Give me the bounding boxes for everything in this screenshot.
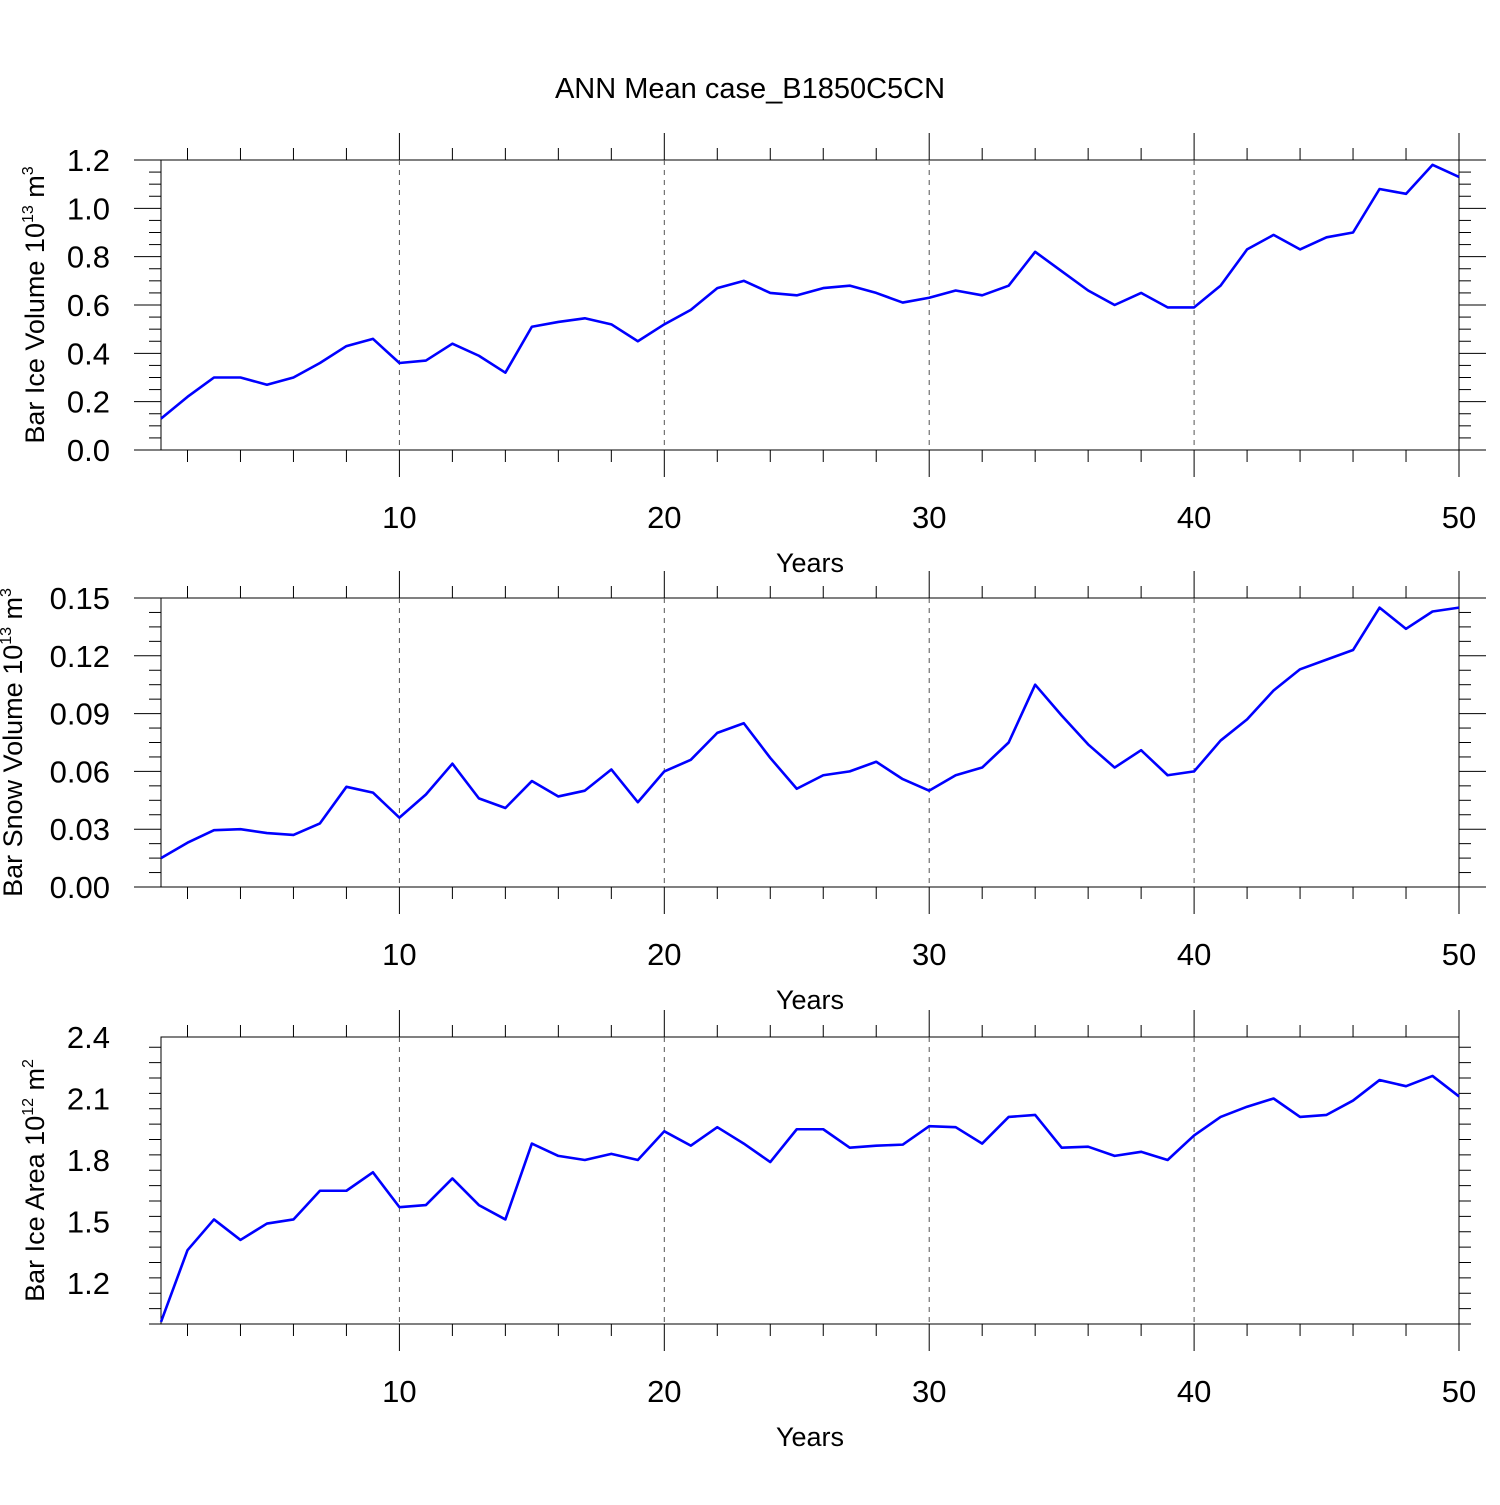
series-line [160,606,1460,860]
series-line [159,1074,1460,1323]
y-tick-label: 0.4 [67,336,110,371]
y-tick-label: 1.2 [67,143,110,178]
y-tick-label: 0.12 [50,639,110,674]
x-axis-label: Years [776,985,844,1015]
plot-frame [160,597,1460,888]
y-tick-label: 1.2 [67,1266,110,1301]
chart-panel-3: 10 20 30 40 50 1.2 1.5 1.8 2.1 2.4 Years Bar Ice Ar… [20,1010,1476,1452]
x-tick-label: 50 [1442,937,1476,972]
plot-frame [160,159,1460,451]
y-axis-label: Bar Snow Volume 1013 m3 [0,588,28,897]
y-axis-label: Bar Ice Area 1012 m2 [20,1059,50,1302]
y-tick-label: 0.8 [67,240,110,275]
x-tick-label: 40 [1177,937,1211,972]
y-tick-label: 2.1 [67,1082,110,1117]
y-tick-label: 0.0 [67,433,110,468]
y-tick-label: 2.4 [67,1020,110,1055]
x-tick-label: 50 [1442,500,1476,535]
x-tick-label: 40 [1177,500,1211,535]
x-tick-label: 20 [647,500,681,535]
y-tick-label: 1.5 [67,1205,110,1240]
plot-frame [160,1036,1460,1325]
figure-title: ANN Mean case_B1850C5CN [555,73,945,105]
x-tick-label: 30 [912,1374,946,1409]
x-tick-label: 20 [647,1374,681,1409]
chart-panel-1: 10 20 30 40 50 0.0 0.2 0.4 0.6 0.8 1.0 1.2 Years Bar … [20,133,1486,578]
y-tick-label: 1.0 [67,191,110,226]
x-tick-label: 40 [1177,1374,1211,1409]
y-tick-label: 0.09 [50,697,110,732]
y-axis-label: Bar Ice Volume 1013 m3 [20,166,50,443]
x-axis-label: Years [776,548,844,578]
x-axis-label: Years [776,1422,844,1452]
x-tick-label: 10 [382,1374,416,1409]
chart-panel-2: 10 20 30 40 50 0.00 0.03 0.06 0.09 0.12 0.15 Years B… [0,571,1486,1015]
y-tick-label: 0.00 [50,870,110,905]
series-line [160,163,1460,420]
y-tick-label: 0.2 [67,385,110,420]
y-tick-label: 0.06 [50,754,110,789]
y-tick-label: 0.03 [50,812,110,847]
y-tick-label: 1.8 [67,1143,110,1178]
x-tick-label: 50 [1442,1374,1476,1409]
x-tick-label: 10 [382,500,416,535]
y-tick-label: 0.6 [67,288,110,323]
x-tick-label: 20 [647,937,681,972]
x-tick-label: 10 [382,937,416,972]
x-tick-label: 30 [912,500,946,535]
x-tick-label: 30 [912,937,946,972]
y-tick-label: 0.15 [50,581,110,616]
